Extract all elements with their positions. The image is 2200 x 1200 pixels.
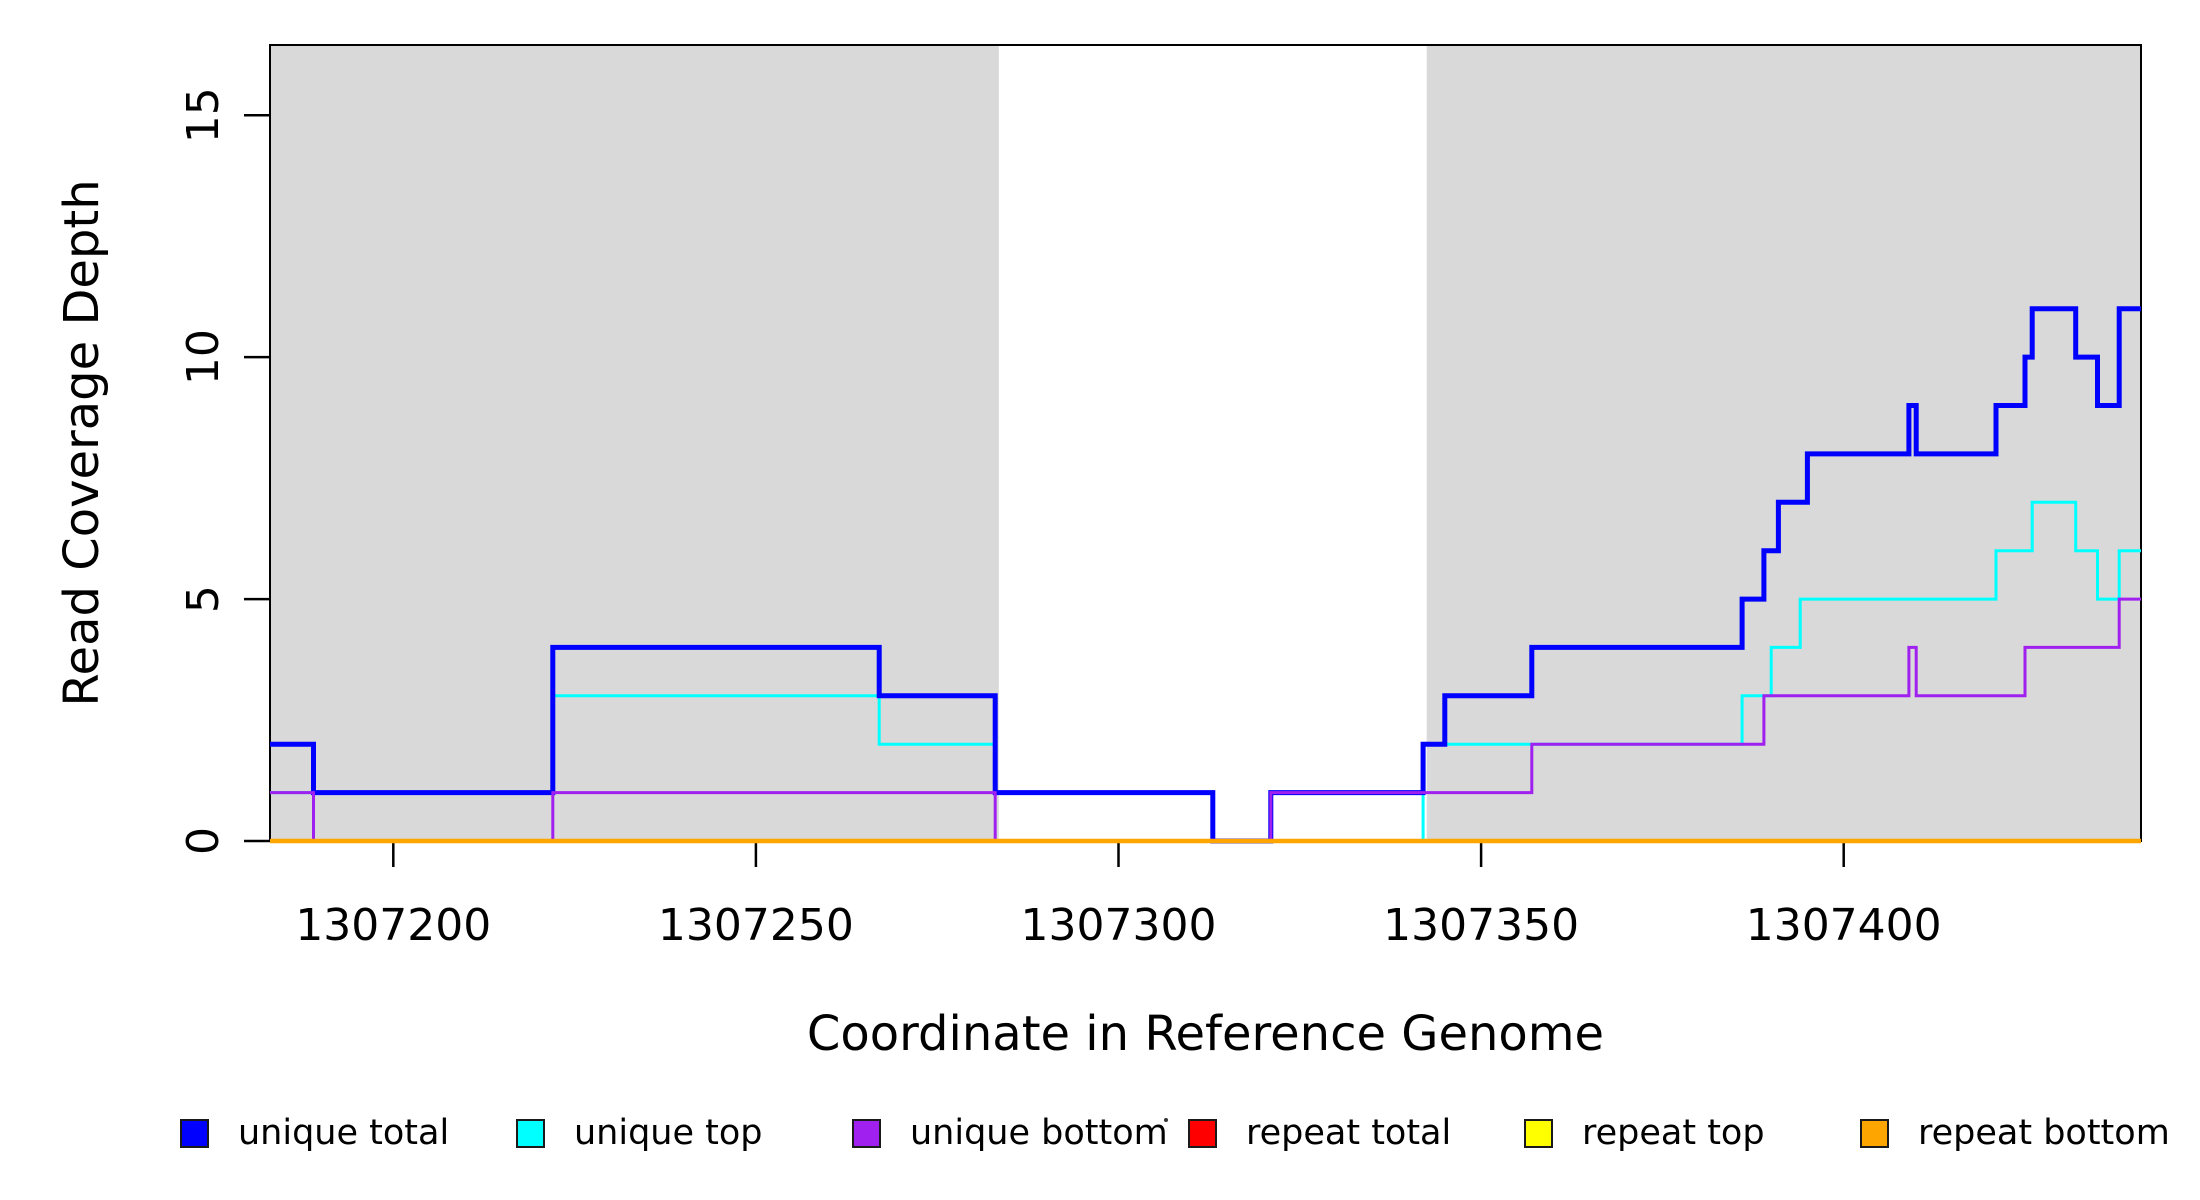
legend-label: repeat top <box>1582 1113 1765 1153</box>
legend-swatch-repeat-top <box>1524 1118 1553 1148</box>
legend-swatch-repeat-total <box>1188 1118 1217 1148</box>
series-line-unique-top <box>270 500 2141 843</box>
legend-label: unique total <box>238 1113 450 1153</box>
legend-item: unique top <box>516 1113 763 1153</box>
legend-swatch-repeat-bottom <box>1860 1118 1889 1148</box>
x-tick-label: 1307300 <box>1021 900 1217 951</box>
x-tick-label: 1307400 <box>1746 900 1942 951</box>
y-tick-label: 10 <box>178 329 229 385</box>
legend-label: repeat bottom <box>1918 1113 2170 1153</box>
shaded-region <box>270 45 999 841</box>
legend-item: repeat total <box>1188 1113 1452 1153</box>
x-tick-label: 1307350 <box>1383 900 1579 951</box>
legend-label: unique bottom <box>910 1113 1168 1153</box>
x-axis-title: Coordinate in Reference Genome <box>806 1006 1605 1062</box>
y-tick-label: 15 <box>178 87 229 143</box>
y-tick-label: 5 <box>178 585 229 613</box>
x-tick-label: 1307200 <box>295 900 491 951</box>
y-axis-title: Read Coverage Depth <box>54 179 110 707</box>
legend-swatch-unique-top <box>516 1118 545 1148</box>
legend-item: unique bottom <box>852 1113 1168 1153</box>
legend-item: unique total <box>180 1113 450 1153</box>
series-line-unique-bottom <box>270 597 2141 843</box>
series-line-unique-total <box>270 306 2141 844</box>
legend-label: unique top <box>574 1113 763 1153</box>
legend-swatch-unique-total <box>180 1118 209 1148</box>
y-tick-label: 0 <box>178 827 229 855</box>
legend-label: repeat total <box>1246 1113 1452 1153</box>
stray-dot-artifact <box>1164 1118 1168 1122</box>
legend-swatch-unique-bottom <box>852 1118 881 1148</box>
legend-item: repeat top <box>1524 1113 1765 1153</box>
shaded-region <box>1426 45 2141 841</box>
legend-item: repeat bottom <box>1860 1113 2170 1153</box>
x-tick-label: 1307250 <box>658 900 854 951</box>
